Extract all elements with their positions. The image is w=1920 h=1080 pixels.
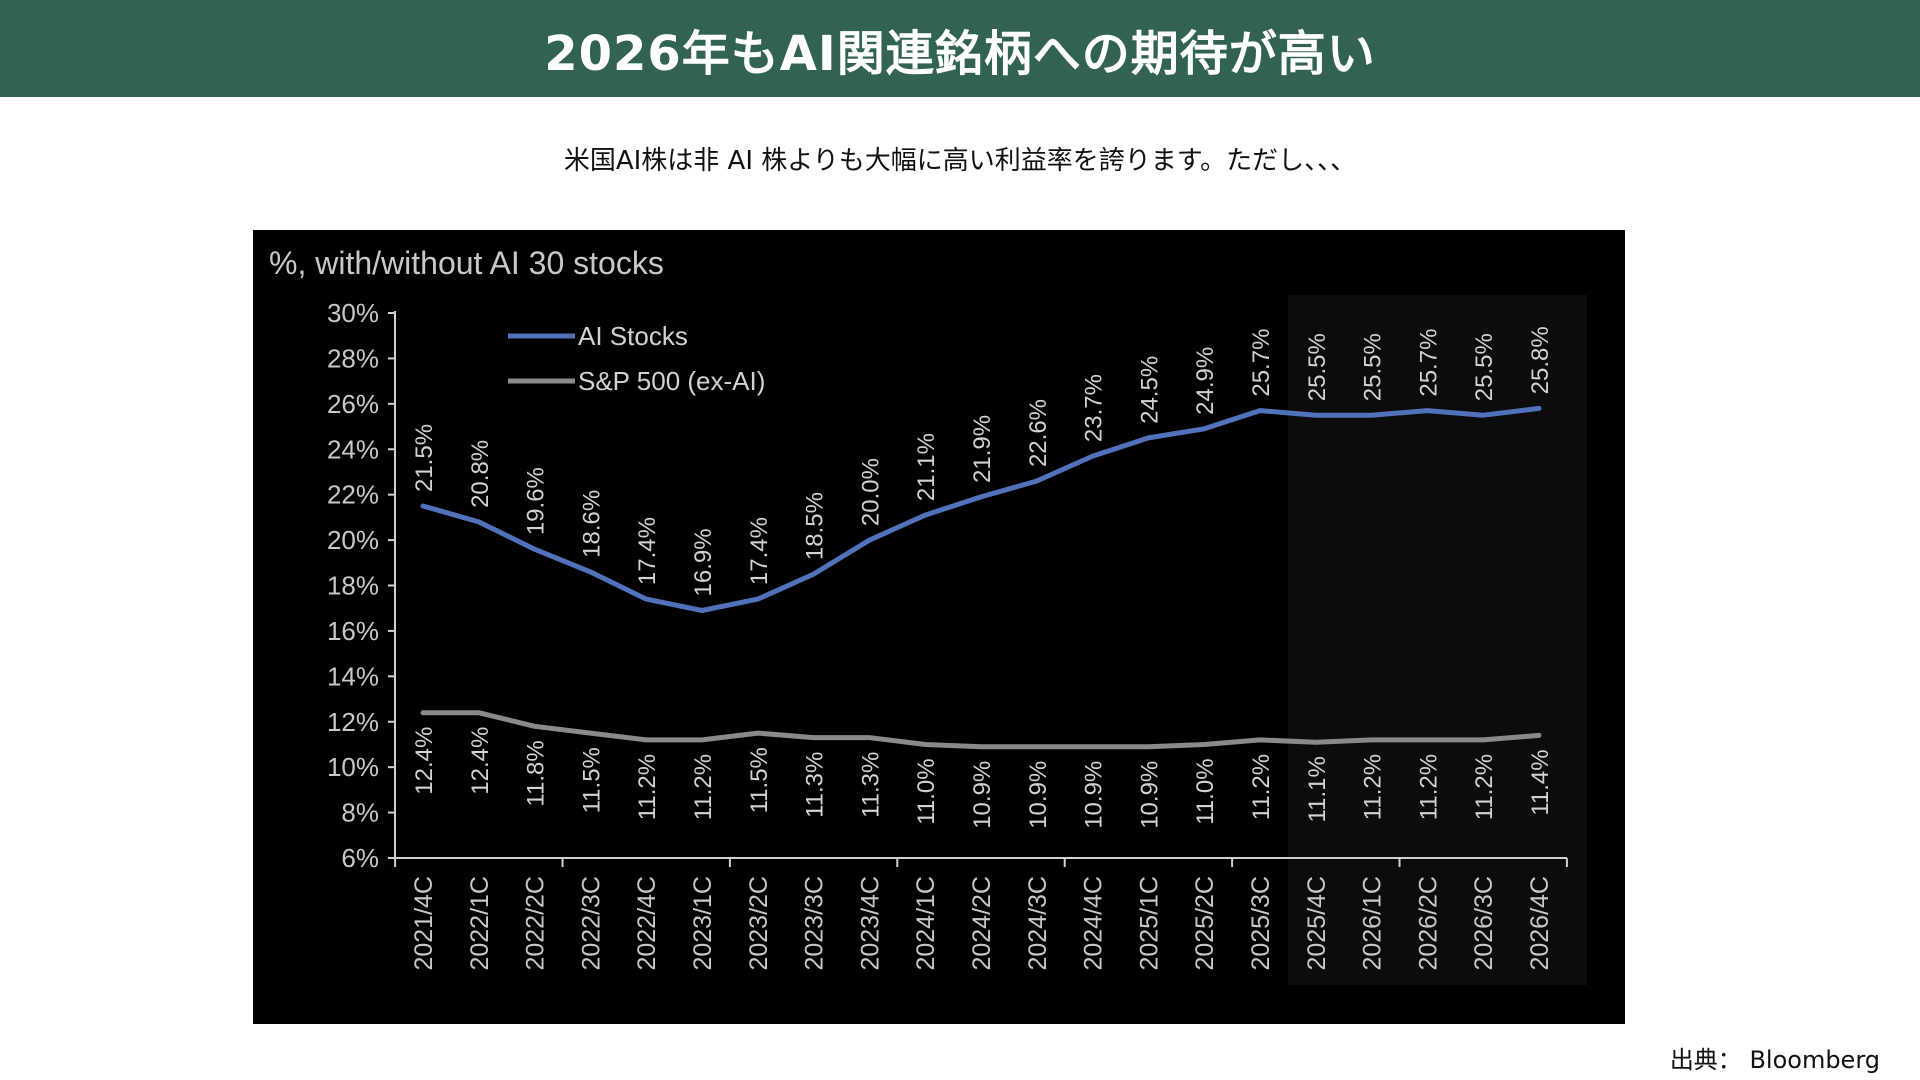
sp-data-label: 11.2% [1360,754,1387,820]
sp-data-label: 10.9% [1136,761,1163,829]
y-tick-label: 20% [327,525,379,555]
sp-data-label: 11.5% [746,747,773,813]
chart-axes: 30% 28% 26% 24% 22% 20% 18% 16% 14% 12% 10% 8% 6% 202… [327,298,1568,971]
x-tick-label: 2022/3C [577,876,605,971]
chart-legend: AI Stocks S&P 500 (ex-AI) [508,321,765,396]
chart-title: %, with/without AI 30 stocks [269,245,664,281]
ai-data-label: 21.5% [411,424,438,492]
x-tick-label: 2025/3C [1247,876,1275,971]
ai-data-label: 25.5% [1471,333,1498,401]
y-tick-label: 28% [327,343,379,373]
y-tick-label: 12% [327,707,379,737]
ai-data-label: 22.6% [1025,399,1052,467]
ai-data-label: 25.5% [1360,333,1387,401]
ai-stocks-line [420,405,1542,613]
ai-data-label: 17.4% [634,517,661,585]
page-header: 2026年もAI関連銘柄への期待が高い [0,0,1920,97]
ai-data-label: 20.0% [857,458,884,526]
sp-data-label: 11.4% [1527,749,1554,815]
x-tick-label: 2023/3C [801,876,829,971]
ai-data-label: 25.7% [1415,329,1442,397]
ai-data-label: 16.9% [690,528,717,596]
legend-label: S&P 500 (ex-AI) [578,366,765,396]
x-tick-label: 2024/4C [1080,876,1108,971]
series-lines [420,405,1542,750]
sp-data-label: 10.9% [969,761,996,829]
sp-data-label: 11.3% [857,752,884,818]
ai-data-label: 17.4% [746,517,773,585]
ai-data-label: 20.8% [467,440,494,508]
sp-data-label: 11.0% [913,758,940,824]
y-tick-label: 24% [327,434,379,464]
ai-data-label: 25.7% [1248,329,1275,397]
page-subtitle: 米国AI株は非 AI 株よりも大幅に高い利益率を誇ります。ただし、、、 [563,146,1357,176]
x-tick-label: 2024/1C [912,876,940,971]
sp-data-label: 11.0% [1192,758,1219,824]
ai-data-label: 21.9% [969,415,996,483]
y-tick-label: 18% [327,571,379,601]
sp-data-label: 10.9% [1025,761,1052,829]
x-tick-label: 2022/1C [466,876,494,971]
ai-data-label: 24.9% [1192,347,1219,415]
x-tick-label: 2022/2C [522,876,550,971]
x-tick-label: 2023/2C [745,876,773,971]
x-tick-label: 2022/4C [633,876,661,971]
sp-data-label: 10.9% [1081,761,1108,829]
sp-data-label: 11.5% [578,747,605,813]
sp-data-label: 11.8% [523,740,550,806]
sp-data-label: 12.4% [411,727,438,795]
ai-data-label: 18.6% [578,490,605,558]
y-tick-label: 22% [327,480,379,510]
legend-label: AI Stocks [578,321,688,351]
chart-panel: %, with/without AI 30 stocks 30% 28% 26% 24… [253,230,1625,1024]
sp-data-label: 11.2% [634,754,661,820]
line-chart: %, with/without AI 30 stocks 30% 28% 26% 24… [269,245,1587,985]
y-tick-label: 8% [341,798,379,828]
sp-data-label: 11.2% [1248,754,1275,820]
x-tick-label: 2026/1C [1359,876,1387,971]
x-tick-label: 2025/4C [1303,876,1331,971]
x-tick-label: 2024/3C [1024,876,1052,971]
source-credit: 出典： Bloomberg [1669,1046,1880,1074]
x-tick-label: 2023/1C [689,876,717,971]
y-tick-label: 30% [327,298,379,328]
page-title: 2026年もAI関連銘柄への期待が高い [544,25,1376,82]
x-tick-label: 2026/4C [1526,876,1554,971]
ai-data-label: 25.8% [1527,326,1554,394]
data-labels: 21.5% 20.8% 19.6% 18.6% 17.4% 16.9% 17.4% 18.5%… [411,326,1554,828]
x-tick-label: 2026/3C [1470,876,1498,971]
x-tick-label: 2025/1C [1135,876,1163,971]
sp-data-label: 11.2% [690,754,717,820]
x-tick-label: 2023/4C [856,876,884,971]
sp-data-label: 12.4% [467,727,494,795]
x-tick-label: 2025/2C [1191,876,1219,971]
sp-data-label: 11.1% [1304,756,1331,822]
y-tick-label: 16% [327,616,379,646]
sp-data-label: 11.3% [802,752,829,818]
y-tick-label: 14% [327,661,379,691]
y-tick-label: 10% [327,752,379,782]
ai-data-label: 23.7% [1081,374,1108,442]
sp-data-label: 11.2% [1471,754,1498,820]
ai-data-label: 18.5% [802,492,829,560]
ai-data-label: 21.1% [913,433,940,501]
ai-data-label: 25.5% [1304,333,1331,401]
ai-data-label: 24.5% [1136,356,1163,424]
sp-data-label: 11.2% [1415,754,1442,820]
sp500-ex-ai-line [420,710,1542,750]
y-tick-label: 6% [341,843,379,873]
x-tick-label: 2026/2C [1414,876,1442,971]
y-tick-label: 26% [327,389,379,419]
x-tick-label: 2024/2C [968,876,996,971]
x-tick-label: 2021/4C [410,876,438,971]
ai-data-label: 19.6% [523,467,550,535]
